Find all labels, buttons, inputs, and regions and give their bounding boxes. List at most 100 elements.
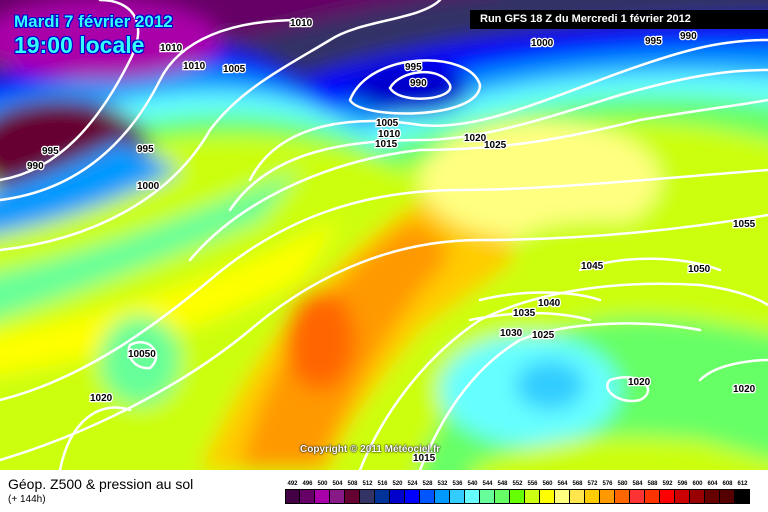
legend-swatch	[570, 489, 585, 504]
legend-entry: 564	[555, 480, 570, 504]
legend-label: 600	[692, 481, 703, 487]
isobar-label: 995	[645, 36, 662, 47]
legend-swatch	[690, 489, 705, 504]
isobar-label: 1015	[375, 139, 398, 150]
isobar-label: 1010	[183, 61, 206, 72]
isobars	[0, 0, 768, 470]
isobar-label: 1025	[532, 330, 555, 341]
legend-swatch	[375, 489, 390, 504]
legend-label: 512	[362, 481, 373, 487]
legend-entry: 520	[390, 480, 405, 504]
legend-swatch	[405, 489, 420, 504]
legend-label: 532	[437, 481, 448, 487]
isobar-label: 1005	[223, 64, 246, 75]
legend-swatch	[735, 489, 750, 504]
isobar-label: 1030	[500, 328, 523, 339]
legend-label: 584	[632, 481, 643, 487]
legend-entry: 492	[285, 480, 300, 504]
legend-label: 568	[572, 481, 583, 487]
legend-label: 576	[602, 481, 613, 487]
isobar-label: 1055	[733, 219, 756, 230]
legend-label: 556	[527, 481, 538, 487]
geopotential-field	[0, 0, 768, 470]
legend-swatch	[675, 489, 690, 504]
legend-entry: 548	[495, 480, 510, 504]
legend-label: 560	[542, 481, 553, 487]
isobar-label: 1020	[628, 377, 651, 388]
legend-entry: 588	[645, 480, 660, 504]
forecast-date: Mardi 7 février 2012	[14, 12, 173, 31]
isobar-label: 995	[137, 144, 154, 155]
isobar-label: 1050	[688, 264, 711, 275]
legend-entry: 568	[570, 480, 585, 504]
legend-label: 548	[497, 481, 508, 487]
legend-entry: 584	[630, 480, 645, 504]
legend-entry: 524	[405, 480, 420, 504]
legend-entry: 536	[450, 480, 465, 504]
isobar-label: 10050	[128, 349, 156, 360]
legend-label: 500	[317, 481, 328, 487]
legend-entry: 532	[435, 480, 450, 504]
legend-entry: 596	[675, 480, 690, 504]
isobar-label: 1015	[413, 453, 436, 464]
legend-label: 520	[392, 481, 403, 487]
legend-label: 564	[557, 481, 568, 487]
footer: Géop. Z500 & pression au sol (+ 144h) 49…	[0, 470, 768, 512]
legend-label: 592	[662, 481, 673, 487]
legend-entry: 572	[585, 480, 600, 504]
isobar-label: 990	[27, 161, 44, 172]
legend-label: 496	[302, 481, 313, 487]
legend-swatch	[330, 489, 345, 504]
legend-swatch	[645, 489, 660, 504]
legend-entry: 528	[420, 480, 435, 504]
legend-swatch	[510, 489, 525, 504]
legend-swatch	[390, 489, 405, 504]
legend-entry: 560	[540, 480, 555, 504]
model-run-banner: Run GFS 18 Z du Mercredi 1 février 2012	[470, 10, 768, 29]
legend-swatch	[420, 489, 435, 504]
legend-entry: 544	[480, 480, 495, 504]
legend-swatch	[285, 489, 300, 504]
legend-entry: 612	[735, 480, 750, 504]
legend-swatch	[600, 489, 615, 504]
legend-entry: 552	[510, 480, 525, 504]
legend-swatch	[615, 489, 630, 504]
color-legend: 492 496 500 504 508 512 516 520 524 528 532 536 540 5…	[285, 480, 750, 504]
isobar-label: 1010	[290, 18, 313, 29]
forecast-time: 19:00 locale	[14, 32, 145, 58]
legend-entry: 508	[345, 480, 360, 504]
legend-entry: 600	[690, 480, 705, 504]
legend-swatch	[555, 489, 570, 504]
legend-swatch	[630, 489, 645, 504]
legend-swatch	[495, 489, 510, 504]
legend-swatch	[345, 489, 360, 504]
legend-entry: 500	[315, 480, 330, 504]
legend-label: 588	[647, 481, 658, 487]
legend-label: 604	[707, 481, 718, 487]
isobar-label: 1025	[484, 140, 507, 151]
isobar-label: 990	[410, 78, 427, 89]
legend-swatch	[435, 489, 450, 504]
isobar-label: 1010	[378, 129, 401, 140]
isobar-label: 1010	[160, 43, 183, 54]
legend-label: 612	[737, 481, 748, 487]
copyright-notice: Copyright © 2011 Météociel.fr	[300, 444, 441, 455]
legend-label: 572	[587, 481, 598, 487]
isobar-label: 1040	[538, 298, 561, 309]
legend-swatch	[705, 489, 720, 504]
legend-entry: 496	[300, 480, 315, 504]
legend-label: 492	[287, 481, 298, 487]
isobar-label: 1000	[137, 181, 160, 192]
legend-swatch	[465, 489, 480, 504]
legend-label: 580	[617, 481, 628, 487]
legend-label: 544	[482, 481, 493, 487]
legend-entry: 556	[525, 480, 540, 504]
legend-swatch	[480, 489, 495, 504]
legend-entry: 512	[360, 480, 375, 504]
forecast-lead-time: (+ 144h)	[8, 494, 46, 505]
legend-swatch	[585, 489, 600, 504]
legend-label: 524	[407, 481, 418, 487]
legend-swatch	[300, 489, 315, 504]
legend-swatch	[525, 489, 540, 504]
